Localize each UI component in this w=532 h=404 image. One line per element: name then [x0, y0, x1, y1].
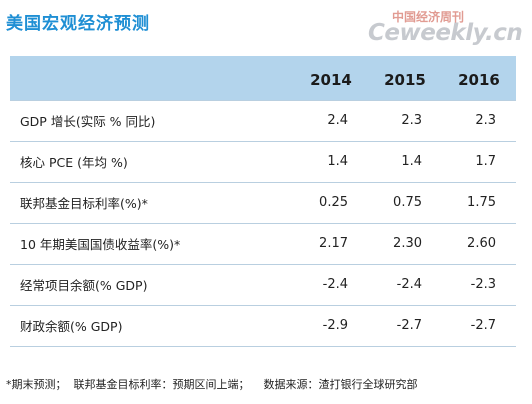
- value-2016: 2.3: [475, 113, 496, 128]
- footnote: *期末预测； 联邦基金目标利率：预期区间上端； 数据来源：渣打银行全球研究部: [6, 378, 418, 391]
- watermark-chinese-text: 中国经济周刊: [392, 10, 465, 24]
- table-row-10y-treasury-yield: 10 年期美国国债收益率(%)* 2.17 2.30 2.60: [10, 223, 516, 264]
- value-2015: 2.30: [393, 236, 422, 251]
- value-2016: 2.60: [467, 236, 496, 251]
- value-2014: 1.4: [327, 154, 348, 169]
- row-label: 联邦基金目标利率(%)*: [20, 196, 148, 211]
- row-label: 经常项目余额(% GDP): [20, 278, 148, 293]
- value-2016: 1.75: [467, 195, 496, 210]
- value-2015: 1.4: [401, 154, 422, 169]
- value-2014: 0.25: [319, 195, 348, 210]
- value-2016: 1.7: [475, 154, 496, 169]
- table-row-current-account: 经常项目余额(% GDP) -2.4 -2.4 -2.3: [10, 264, 516, 305]
- table-row-gdp-growth: GDP 增长(实际 % 同比) 2.4 2.3 2.3: [10, 100, 516, 141]
- ceweekly-watermark-logo: 中国经济周刊 Ceweekly.cn: [368, 8, 523, 48]
- header-blank-cell: [10, 56, 294, 100]
- table-header-row: 2014 2015 2016: [10, 56, 516, 100]
- row-label: GDP 增长(实际 % 同比): [20, 114, 156, 129]
- value-2016: -2.3: [470, 277, 496, 292]
- table-row-fiscal-balance: 财政余额(% GDP) -2.9 -2.7 -2.7: [10, 305, 516, 346]
- watermark-english-text: Ceweekly.cn: [368, 20, 523, 46]
- forecast-table: 2014 2015 2016 GDP 增长(实际 % 同比) 2.4 2.3 2…: [10, 56, 516, 347]
- row-label: 核心 PCE (年均 %): [20, 155, 128, 170]
- value-2015: -2.4: [396, 277, 422, 292]
- value-2015: -2.7: [396, 318, 422, 333]
- header-year-2016: 2016: [458, 70, 500, 89]
- page-title: 美国宏观经济预测: [6, 14, 150, 34]
- row-label: 财政余额(% GDP): [20, 319, 123, 334]
- table-row-fed-funds-rate: 联邦基金目标利率(%)* 0.25 0.75 1.75: [10, 182, 516, 223]
- header-year-2015: 2015: [384, 70, 426, 89]
- value-2016: -2.7: [470, 318, 496, 333]
- value-2015: 2.3: [401, 113, 422, 128]
- row-label: 10 年期美国国债收益率(%)*: [20, 237, 181, 252]
- value-2014: 2.4: [327, 113, 348, 128]
- value-2014: 2.17: [319, 236, 348, 251]
- table-row-core-pce: 核心 PCE (年均 %) 1.4 1.4 1.7: [10, 141, 516, 182]
- value-2014: -2.9: [322, 318, 348, 333]
- value-2015: 0.75: [393, 195, 422, 210]
- value-2014: -2.4: [322, 277, 348, 292]
- header-year-2014: 2014: [310, 70, 352, 89]
